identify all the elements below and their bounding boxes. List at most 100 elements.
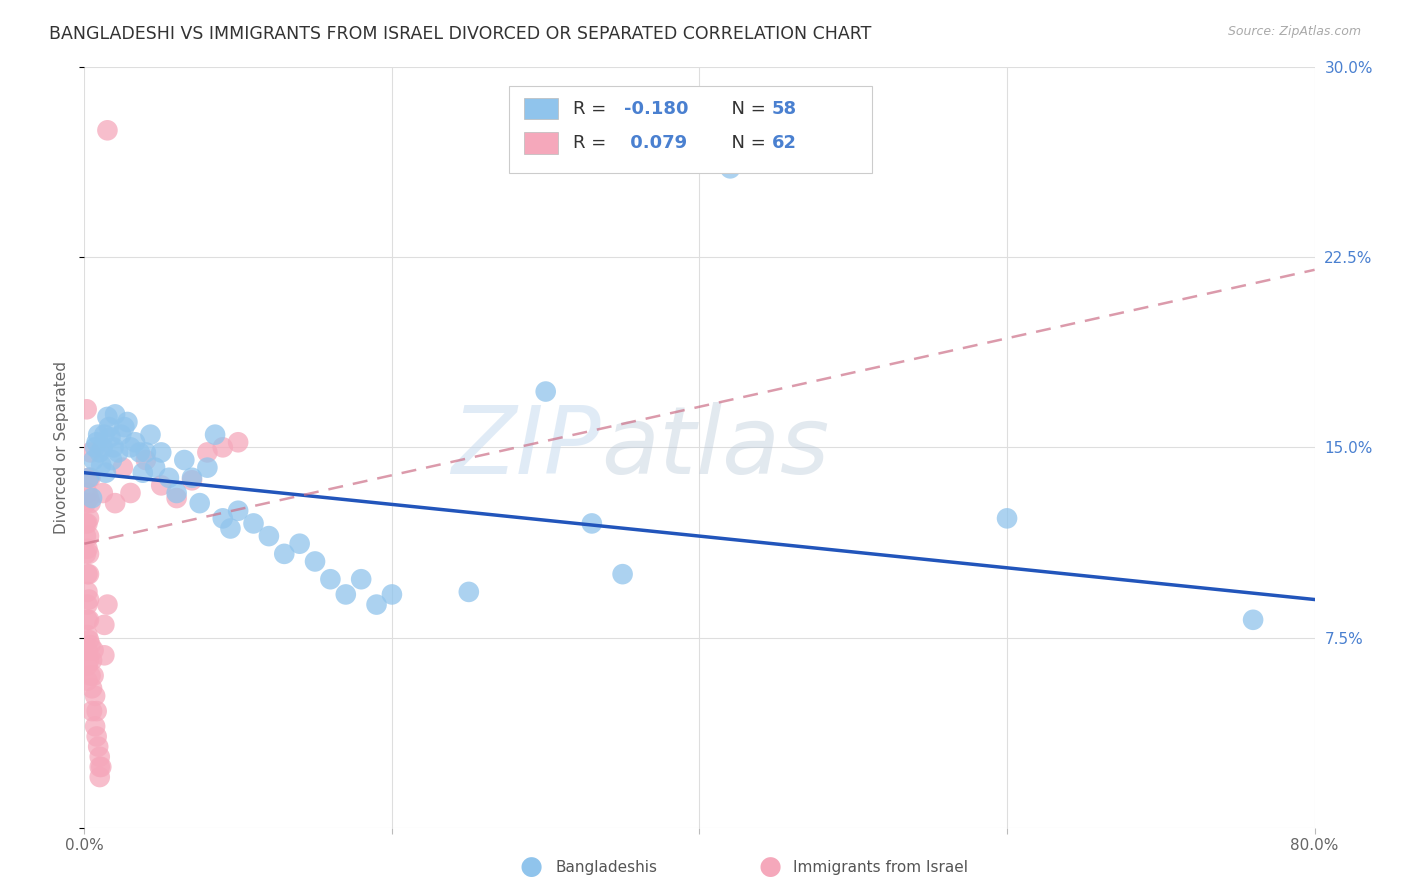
Point (76, 541, 98, 556)
Point (257, 529, 280, 543)
Point (79, 668, 101, 682)
Point (77, 613, 100, 627)
Point (112, 420, 135, 434)
Point (84, 689, 107, 703)
Point (181, 471, 204, 485)
Point (304, 554, 326, 568)
Point (242, 516, 264, 531)
Point (77, 471, 100, 485)
Point (335, 587, 357, 601)
Point (91, 486, 114, 500)
Point (581, 516, 603, 531)
Point (120, 486, 142, 500)
Y-axis label: Divorced or Separated: Divorced or Separated (53, 361, 69, 533)
Point (79, 638, 101, 652)
Point (77, 633, 100, 648)
Point (84, 440, 107, 454)
Point (89, 749, 111, 764)
Point (534, 384, 557, 399)
Point (76, 673, 98, 688)
Point (76, 402, 98, 417)
FancyBboxPatch shape (509, 86, 872, 173)
Point (80, 653, 103, 667)
Text: 0.079: 0.079 (624, 134, 688, 152)
Text: -0.180: -0.180 (624, 100, 689, 118)
Point (77, 511, 100, 525)
Point (197, 445, 219, 459)
Point (76, 516, 98, 531)
Point (150, 445, 173, 459)
Point (79, 445, 101, 459)
Point (77, 653, 100, 667)
Point (96, 598, 118, 612)
Point (76, 643, 98, 657)
Point (86, 704, 108, 718)
Point (350, 572, 373, 586)
Point (211, 511, 233, 525)
Point (89, 445, 111, 459)
Point (76, 486, 98, 500)
Point (77, 547, 100, 561)
Point (128, 445, 150, 459)
Point (83, 453, 105, 467)
Point (166, 486, 188, 500)
Point (77, 471, 100, 485)
Point (80, 681, 103, 696)
Point (76, 585, 98, 599)
Point (366, 598, 388, 612)
Point (87, 427, 110, 442)
Point (273, 547, 295, 561)
Point (143, 460, 166, 475)
Point (98, 420, 120, 434)
Point (219, 521, 242, 535)
Text: Source: ZipAtlas.com: Source: ZipAtlas.com (1227, 25, 1361, 38)
Point (76, 567, 98, 582)
Point (117, 415, 139, 429)
Point (75, 529, 97, 543)
Point (104, 496, 127, 510)
Point (76, 658, 98, 673)
Point (101, 453, 124, 467)
Point (89, 760, 111, 774)
Text: ●: ● (759, 854, 782, 880)
Point (104, 408, 127, 422)
Point (226, 504, 249, 518)
Text: BANGLADESHI VS IMMIGRANTS FROM ISRAEL DIVORCED OR SEPARATED CORRELATION CHART: BANGLADESHI VS IMMIGRANTS FROM ISRAEL DI… (49, 25, 872, 43)
Point (718, 161, 741, 176)
Point (135, 445, 157, 459)
Point (80, 704, 103, 718)
Point (197, 460, 219, 475)
Text: R =: R = (572, 100, 612, 118)
Point (90, 760, 112, 774)
Point (107, 445, 129, 459)
Point (84, 719, 107, 733)
Point (157, 471, 180, 485)
Text: ZIP: ZIP (451, 401, 602, 493)
Point (77, 592, 100, 607)
Point (103, 440, 125, 454)
Text: 58: 58 (772, 100, 797, 118)
Point (204, 427, 226, 442)
Point (75, 496, 97, 510)
Point (110, 427, 132, 442)
Point (76, 628, 98, 642)
Text: R =: R = (572, 134, 612, 152)
Point (77, 491, 100, 505)
Point (93, 427, 115, 442)
Point (457, 585, 479, 599)
Point (173, 453, 195, 467)
Point (77, 529, 100, 543)
Text: N =: N = (720, 100, 772, 118)
Point (226, 435, 249, 450)
Text: N =: N = (720, 134, 772, 152)
Point (181, 473, 204, 487)
Point (100, 430, 122, 444)
Point (94, 466, 117, 480)
Point (90, 458, 112, 472)
Point (1241, 613, 1264, 627)
Point (75, 547, 97, 561)
Point (150, 478, 173, 492)
Point (96, 123, 118, 137)
Point (76, 613, 98, 627)
Point (132, 466, 155, 480)
